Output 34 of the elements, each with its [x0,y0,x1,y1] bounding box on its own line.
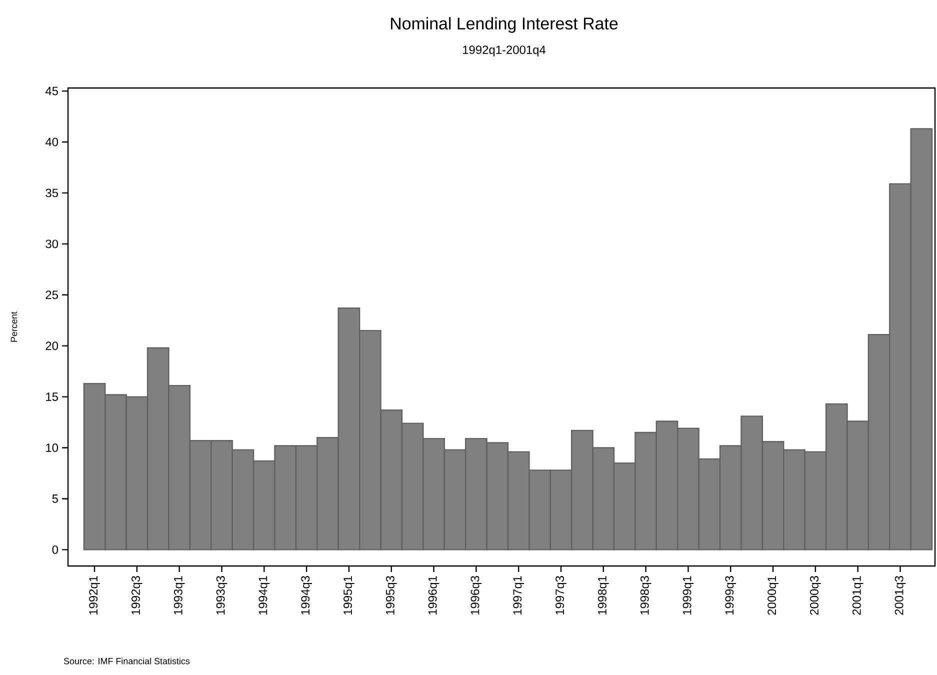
x-tick-label: 1994q3 [301,576,312,614]
x-tick-label: 1999q3 [725,576,736,614]
y-tick-label: 40 [45,138,58,146]
x-tick-label: 1994q1 [258,576,270,614]
y-tick-label: 10 [46,444,58,452]
y-axis-title: Percent [10,312,18,342]
x-tick-label: 1995q3 [386,576,397,614]
y-tick-label: 20 [46,342,58,350]
y-tick-label: 45 [45,86,58,96]
y-tick-label: 35 [46,188,58,198]
x-tick-label: 1997q3 [556,576,566,614]
x-tick-label: 1993q1 [174,576,185,614]
x-tick-label: 1997q1 [513,576,524,614]
chart-subtitle: 1992q1-2001q4 [463,46,546,56]
x-tick-label: 1992q3 [132,576,142,614]
y-tick-label: 15 [46,392,58,401]
x-tick-label: 1992q1 [89,576,100,614]
y-tick-label: 5 [52,494,58,503]
x-tick-label: 2001q1 [852,576,864,615]
x-tick-label: 1999q1 [682,576,694,614]
x-tick-label: 2001q3 [894,576,906,615]
x-tick-label: 1996q1 [428,576,440,614]
x-tick-label: 2000q1 [768,576,778,615]
y-tick-label: 0 [52,545,58,554]
x-tick-label: 1996q3 [470,576,482,614]
chart-title: Nominal Lending Interest Rate [391,17,618,33]
x-tick-label: 1995q1 [344,576,354,614]
source-note: Source: IMF Financial Statistics [64,658,190,664]
x-tick-label: 2000q3 [810,576,821,615]
y-tick-label: 30 [46,240,58,248]
x-tick-label: 1998q3 [640,576,652,614]
y-tick-label: 25 [46,290,58,300]
x-tick-label: 1998q1 [598,576,609,614]
x-tick-label: 1993q3 [216,576,228,614]
